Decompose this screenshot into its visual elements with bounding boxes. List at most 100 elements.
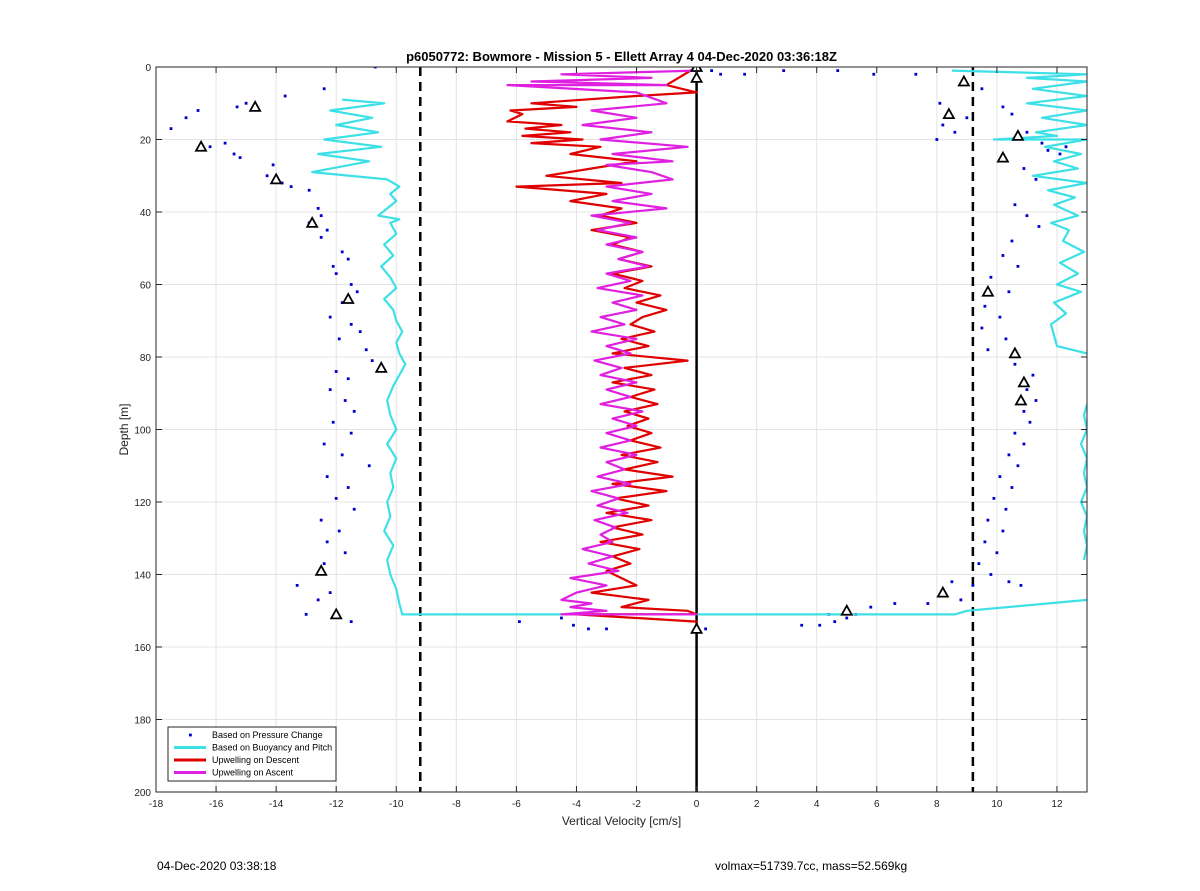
pressure-point	[1034, 177, 1038, 181]
pressure-point	[331, 420, 335, 424]
pressure-point	[971, 583, 975, 587]
legend-label: Upwelling on Descent	[212, 755, 300, 765]
pressure-point	[1025, 388, 1029, 392]
pressure-point	[935, 138, 939, 141]
pressure-point	[346, 377, 350, 381]
pressure-point	[235, 105, 239, 109]
x-tick-label: 4	[814, 799, 820, 810]
pressure-point	[1064, 145, 1068, 149]
triangle-marker	[840, 603, 854, 616]
pressure-point	[184, 116, 188, 120]
pressure-point	[346, 257, 350, 261]
pressure-point	[373, 67, 377, 69]
pressure-point	[986, 518, 990, 522]
pressure-point	[938, 101, 942, 105]
x-tick-label: -6	[512, 799, 521, 810]
pressure-point	[1031, 373, 1035, 377]
pressure-point	[364, 348, 368, 352]
pressure-point	[1022, 442, 1026, 446]
pressure-point	[196, 109, 200, 112]
x-tick-label: -4	[572, 799, 581, 810]
pressure-point	[304, 612, 308, 616]
pressure-point	[346, 486, 350, 489]
series-line-3	[506, 69, 697, 616]
pressure-point	[319, 518, 323, 522]
pressure-point	[322, 562, 326, 566]
y-tick-label: 60	[140, 281, 152, 292]
pressure-point	[208, 145, 212, 149]
triangle-marker	[1014, 393, 1028, 406]
reference-lines	[419, 67, 975, 792]
pressure-point	[818, 623, 822, 627]
pressure-point	[1001, 105, 1005, 109]
x-tick-label: 0	[694, 799, 700, 810]
pressure-point	[343, 399, 347, 402]
pressure-point	[992, 496, 996, 500]
y-tick-label: 0	[145, 63, 151, 74]
pressure-point	[325, 475, 329, 479]
legend: Based on Pressure Change Based on Buoyanc…	[167, 726, 337, 782]
pressure-point	[340, 250, 344, 254]
pressure-point	[800, 623, 804, 627]
pressure-point	[1013, 431, 1017, 435]
pressure-point	[349, 620, 353, 624]
triangle-marker	[690, 622, 704, 634]
pressure-point	[322, 442, 326, 446]
pressure-point	[325, 540, 329, 544]
pressure-point	[1037, 225, 1041, 228]
triangle-marker	[329, 607, 343, 620]
x-tick-label: -18	[149, 799, 164, 810]
pressure-point	[352, 409, 356, 413]
pressure-point	[983, 304, 987, 308]
pressure-point	[295, 583, 299, 587]
x-tick-label: -14	[269, 799, 284, 810]
series-line-1	[951, 69, 1087, 355]
legend-label: Based on Pressure Change	[212, 730, 323, 740]
pressure-point	[1004, 337, 1008, 341]
pressure-point	[893, 602, 897, 605]
x-tick-label: -8	[452, 799, 461, 810]
pressure-point	[995, 551, 999, 555]
pressure-point	[325, 228, 329, 232]
pressure-point	[1007, 580, 1011, 584]
pressure-point	[704, 627, 707, 631]
pressure-point	[605, 627, 608, 631]
series-line-2	[506, 67, 698, 629]
pressure-point	[1007, 290, 1011, 294]
pressure-point	[1058, 152, 1062, 156]
x-tick-label: -16	[209, 799, 224, 810]
pressure-point	[719, 72, 723, 76]
pressure-point	[1016, 464, 1020, 468]
triangle-marker	[936, 585, 950, 598]
pressure-point	[238, 156, 242, 160]
x-tick-label: -2	[632, 799, 641, 810]
pressure-point	[316, 598, 320, 602]
pressure-point	[328, 315, 332, 319]
pressure-point	[1025, 214, 1029, 218]
pressure-point	[352, 507, 356, 511]
legend-label: Upwelling on Ascent	[212, 768, 294, 778]
pressure-point	[833, 620, 837, 624]
pressure-point	[334, 272, 338, 276]
pressure-point	[872, 72, 876, 76]
pressure-point	[1022, 409, 1026, 413]
pressure-point	[914, 72, 918, 76]
pressure-point	[232, 152, 236, 156]
pressure-point	[355, 290, 359, 294]
pressure-point	[836, 69, 840, 73]
pressure-point	[349, 322, 353, 326]
pressure-point	[989, 573, 993, 576]
pressure-point	[560, 616, 563, 620]
x-tick-label: 6	[874, 799, 880, 810]
y-tick-label: 160	[134, 643, 151, 654]
pressure-point	[316, 206, 320, 210]
y-tick-label: 200	[134, 788, 151, 799]
pressure-point	[367, 464, 371, 468]
pressure-point	[587, 627, 590, 631]
pressure-point	[953, 130, 957, 134]
triangle-marker	[690, 71, 704, 83]
legend-label: Based on Buoyancy and Pitch	[212, 743, 332, 753]
pressure-point	[1016, 264, 1020, 268]
pressure-point	[1025, 130, 1029, 134]
